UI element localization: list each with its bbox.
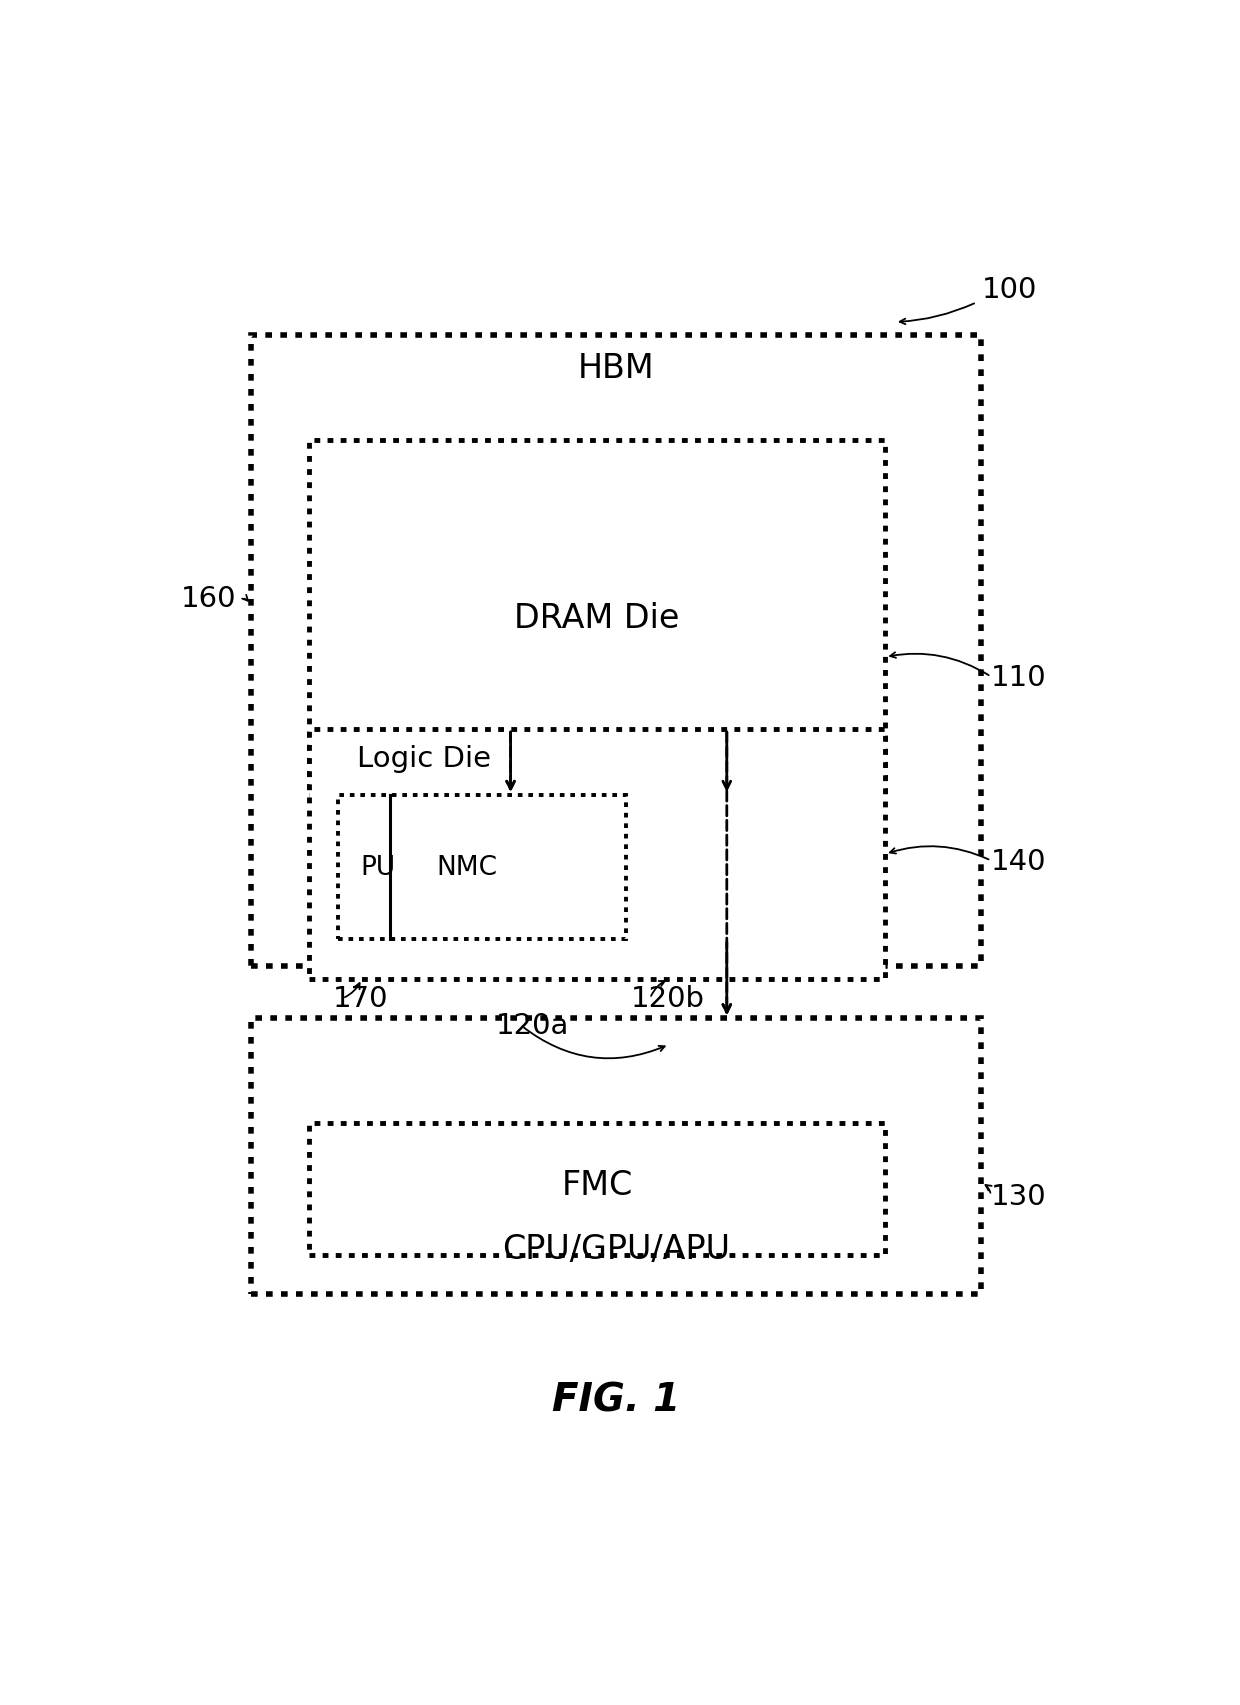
Text: 130: 130	[991, 1182, 1047, 1211]
Text: HBM: HBM	[578, 353, 655, 385]
Text: 170: 170	[332, 985, 388, 1013]
Text: NMC: NMC	[436, 854, 497, 880]
Bar	[309, 730, 885, 979]
Bar	[309, 1124, 885, 1255]
Bar	[250, 1018, 982, 1294]
Text: 110: 110	[991, 663, 1047, 691]
Text: FMC: FMC	[562, 1170, 632, 1202]
Bar	[250, 336, 982, 967]
Text: 120a: 120a	[496, 1011, 569, 1038]
Text: FIG. 1: FIG. 1	[552, 1381, 681, 1419]
Text: 100: 100	[982, 276, 1037, 303]
Text: 160: 160	[181, 585, 237, 612]
Text: Logic Die: Logic Die	[357, 745, 491, 772]
Text: 120b: 120b	[631, 985, 704, 1013]
Text: DRAM Die: DRAM Die	[515, 602, 680, 634]
Bar	[337, 795, 626, 939]
Text: CPU/GPU/APU: CPU/GPU/APU	[502, 1233, 730, 1265]
Bar	[309, 442, 885, 795]
Text: PU: PU	[361, 854, 396, 880]
Text: 140: 140	[991, 847, 1047, 875]
